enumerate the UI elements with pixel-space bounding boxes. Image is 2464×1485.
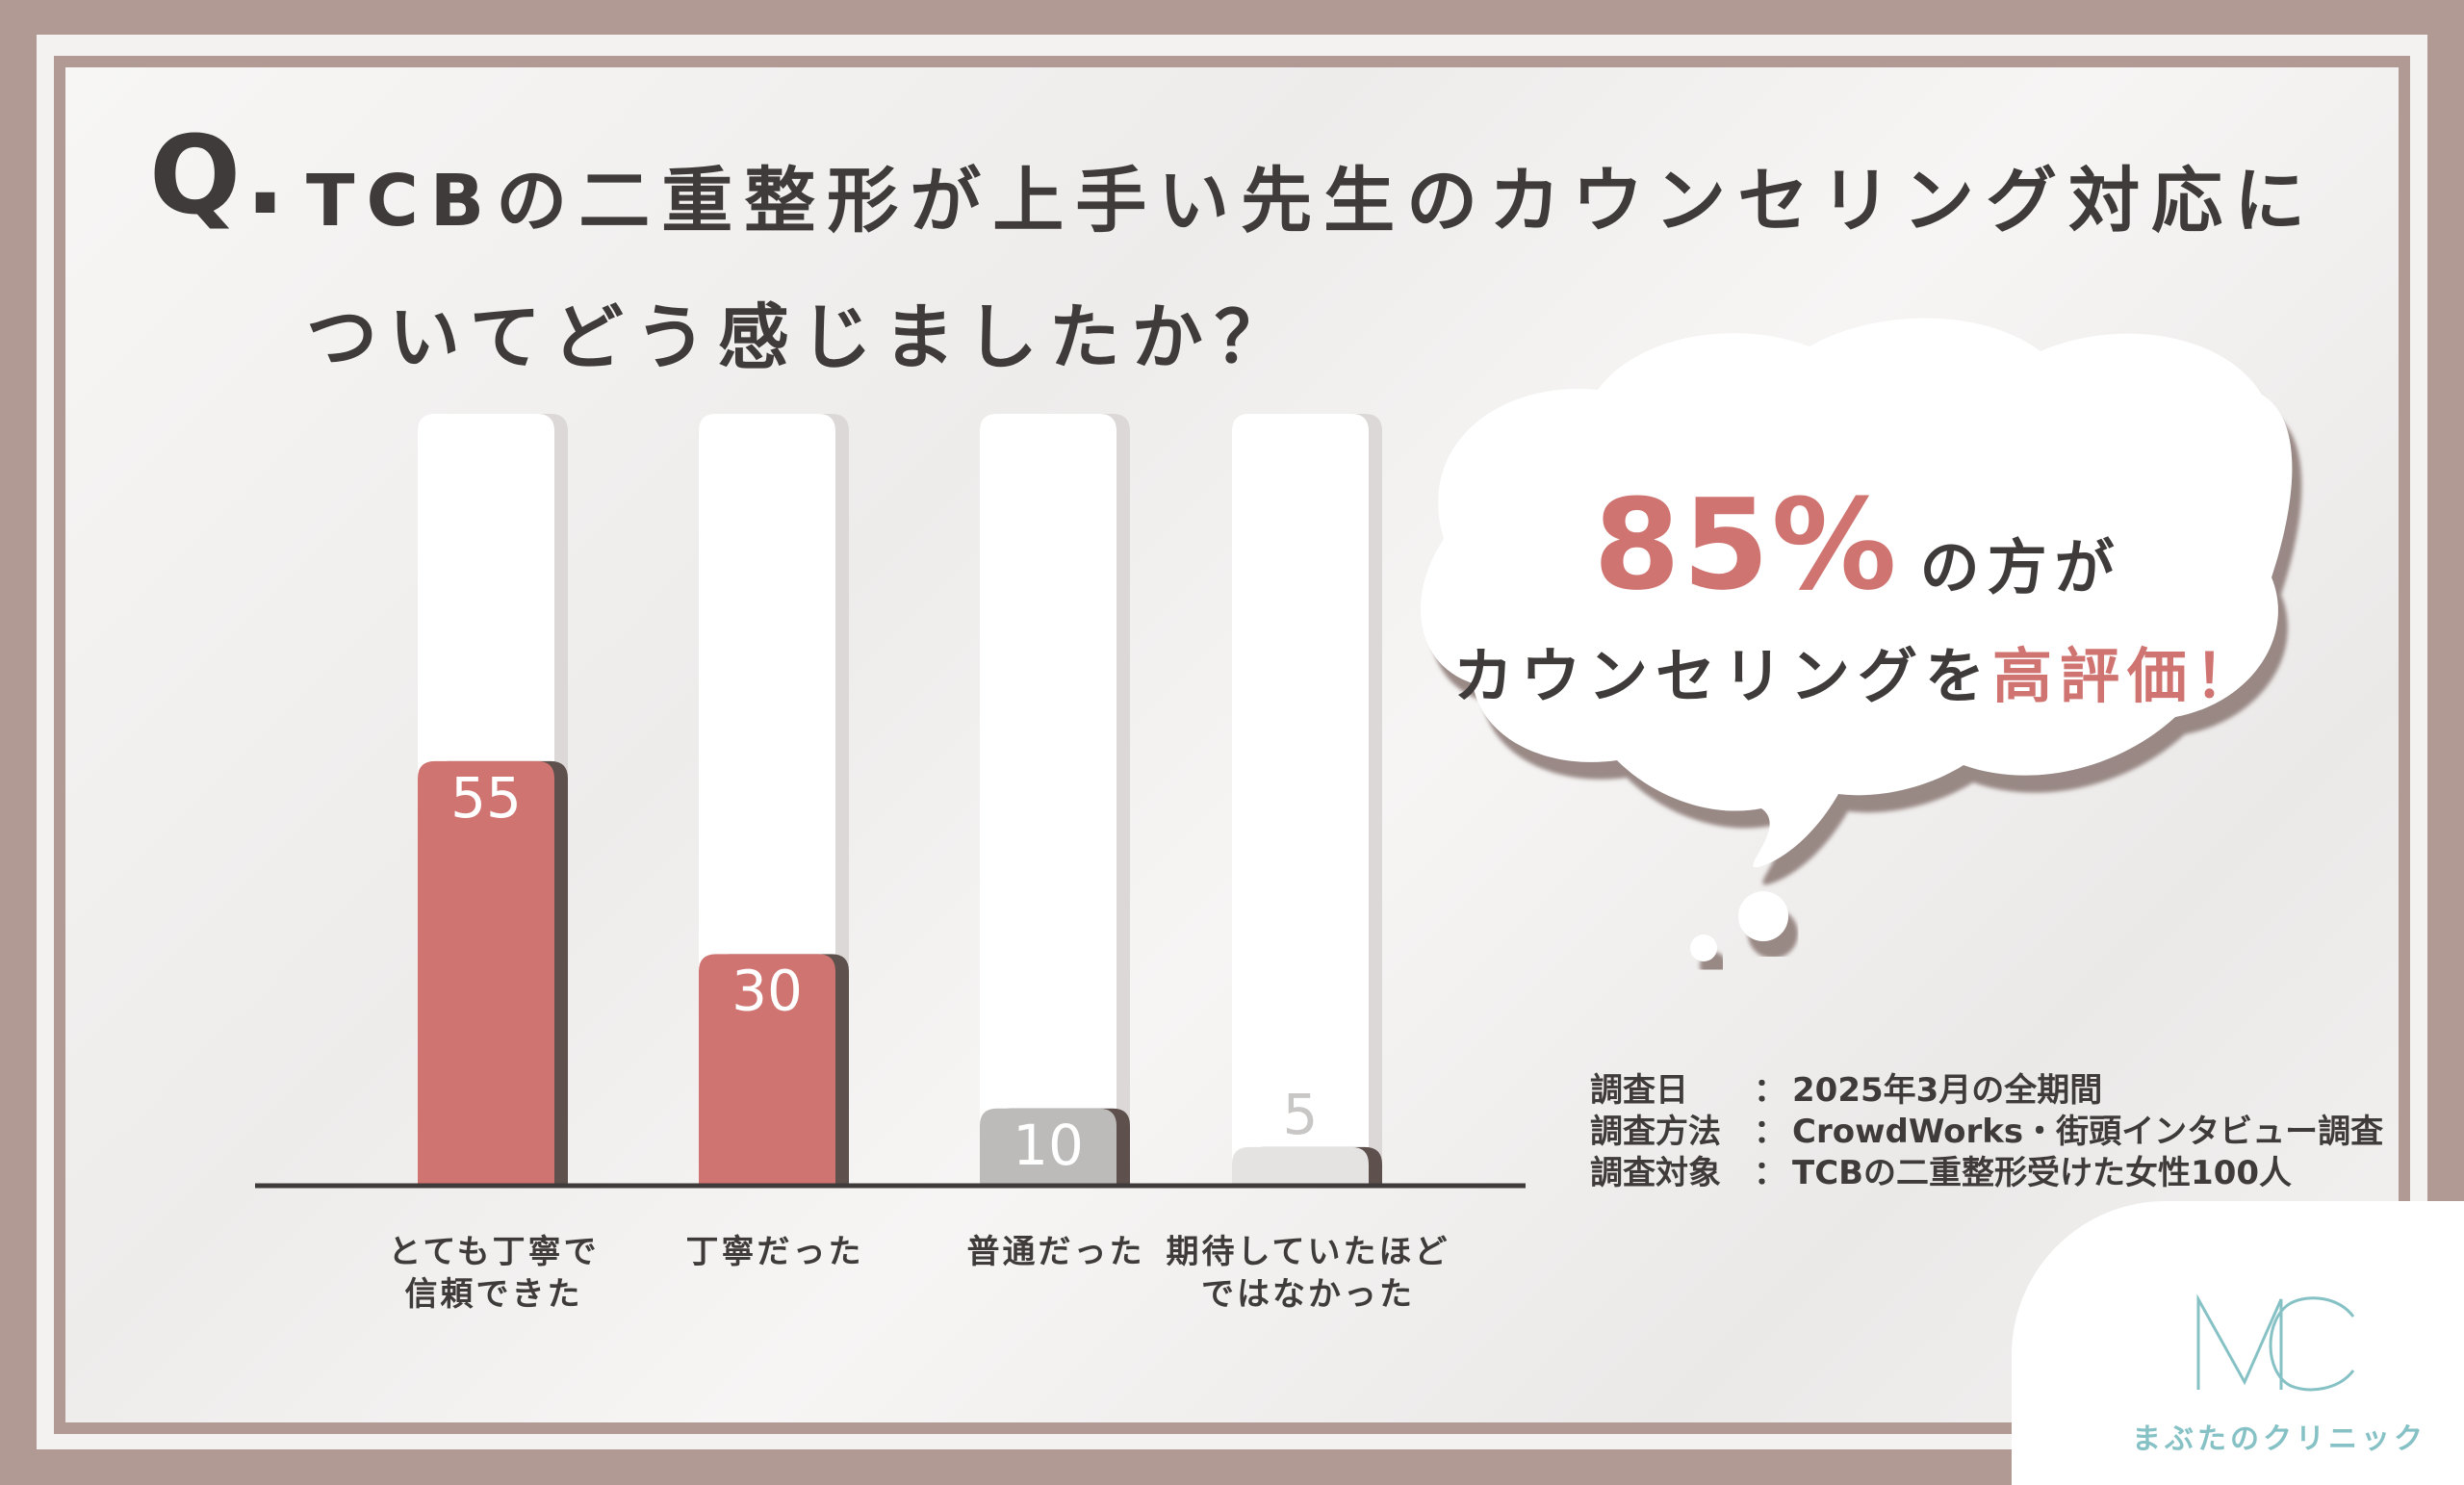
bubble-text: 85% の方が カウンセリングを高評価！ <box>1415 472 2300 714</box>
survey-separator: ： <box>1754 1113 1786 1151</box>
bar-track <box>1232 414 1369 1186</box>
survey-row: 調査対象 ： TCBの二重整形受けた女性100人 <box>1590 1153 2383 1194</box>
question-line-2: ついてどう感じましたか？ <box>306 296 1297 379</box>
survey-key: 調査対象 <box>1590 1154 1721 1192</box>
category-label: 期待していたほど <box>1167 1233 1450 1271</box>
bar-value-label: 55 <box>450 765 522 831</box>
bar-value-label: 5 <box>1283 1082 1319 1147</box>
survey-info: 調査日： 2025年3月の全期間 調査方法： CrowdWorks・街頭インタビュー… <box>1590 1070 2383 1194</box>
survey-value: CrowdWorks・街頭インタビュー調査 <box>1792 1113 2384 1151</box>
bar <box>1232 1146 1369 1186</box>
category-label: とても丁寧で <box>388 1233 599 1271</box>
bar-track <box>980 414 1116 1186</box>
question-line-1: TCBの二重整形が上手い先生のカウンセリング対応に <box>306 160 2318 243</box>
question-mark: Q. <box>149 114 290 239</box>
bar-value-label: 10 <box>1013 1113 1084 1178</box>
percent-suffix: の方が <box>1919 532 2122 602</box>
bar-value-label: 30 <box>732 958 803 1023</box>
percent-value: 85% <box>1593 472 1899 618</box>
bubble-shape <box>1421 318 2293 868</box>
bar <box>418 760 554 1186</box>
category-label: 信頼できた <box>405 1275 583 1314</box>
question-text: TCBの二重整形が上手い先生のカウンセリング対応に ついてどう感じましたか？ <box>306 133 2375 406</box>
survey-row: 調査日 ： 2025年3月の全期間 <box>1590 1070 2383 1112</box>
survey-separator: ： <box>1754 1154 1786 1192</box>
bubble-line2-prefix: カウンセリングを <box>1452 641 1992 711</box>
bubble-line2-highlight: 高評価！ <box>1992 641 2263 711</box>
bar <box>980 1108 1116 1186</box>
survey-separator: ： <box>1754 1071 1786 1110</box>
clinic-logo-mark <box>2196 1293 2355 1392</box>
survey-row: 調査方法 ： CrowdWorks・街頭インタビュー調査 <box>1590 1112 2383 1153</box>
category-label: ではなかった <box>1201 1275 1415 1314</box>
category-label: 丁寧だった <box>686 1233 864 1271</box>
survey-value: 2025年3月の全期間 <box>1792 1071 2103 1110</box>
category-label: 普通だった <box>967 1233 1145 1271</box>
survey-key: 調査方法 <box>1590 1113 1721 1151</box>
bubble-dot-large <box>1738 891 1788 941</box>
logo-background <box>2012 1201 2464 1485</box>
clinic-name: まぶたのクリニック <box>2132 1422 2426 1456</box>
bar <box>699 954 835 1186</box>
survey-value: TCBの二重整形受けた女性100人 <box>1792 1154 2293 1192</box>
survey-key: 調査日 <box>1590 1071 1688 1110</box>
bubble-dot-small <box>1690 935 1717 961</box>
